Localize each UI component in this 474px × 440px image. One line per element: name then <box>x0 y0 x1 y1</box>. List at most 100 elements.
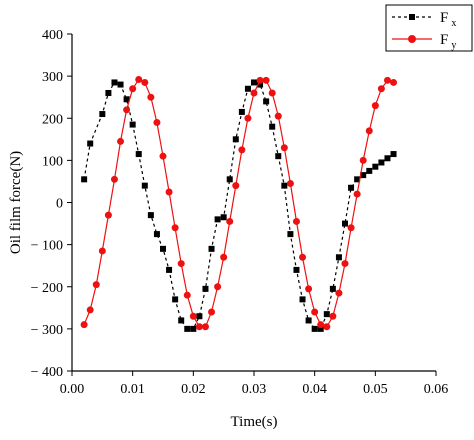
y-tick-label: − 100 <box>31 239 63 254</box>
data-point-fy <box>147 93 155 101</box>
data-point-fx <box>257 81 264 88</box>
legend-box <box>385 4 473 52</box>
data-point-fy <box>110 175 118 183</box>
data-point-fx <box>354 176 361 183</box>
x-tick-label: 0.05 <box>363 382 388 397</box>
data-point-fy <box>177 260 185 268</box>
data-point-fy <box>390 78 398 86</box>
data-point-fx <box>342 220 348 227</box>
data-point-fx <box>238 108 245 115</box>
data-point-fy <box>262 76 270 84</box>
data-point-fy <box>335 289 343 297</box>
series-line-fy <box>83 78 394 328</box>
data-point-fy <box>359 156 367 164</box>
data-point-fx <box>251 79 257 86</box>
legend-label-fx-sub: x <box>451 18 456 29</box>
data-point-fx <box>317 325 324 332</box>
data-point-fx <box>111 79 118 86</box>
data-point-fy <box>383 76 391 84</box>
data-point-fx <box>366 167 373 174</box>
data-point-fx <box>178 317 185 324</box>
data-point-fx <box>244 85 251 92</box>
data-point-fy <box>171 224 179 232</box>
data-point-fx <box>208 245 215 252</box>
data-point-fx <box>348 184 355 191</box>
data-point-fy <box>256 76 264 84</box>
data-point-fy <box>244 114 252 122</box>
data-point-fy <box>371 102 379 110</box>
data-point-fy <box>80 321 88 329</box>
data-point-fx <box>172 296 179 303</box>
y-tick-label: 100 <box>42 154 63 169</box>
data-point-fy <box>123 106 131 114</box>
y-tick-label: − 200 <box>31 281 63 296</box>
data-point-fy <box>377 85 385 93</box>
data-point-fx <box>329 285 336 292</box>
data-point-fy <box>201 323 209 331</box>
data-point-fy <box>268 89 276 97</box>
data-point-fx <box>166 266 173 273</box>
x-tick-label: 0.04 <box>302 382 327 397</box>
data-point-fx <box>323 311 330 318</box>
data-point-fx <box>190 325 197 332</box>
data-point-fx <box>335 254 342 261</box>
data-point-fy <box>250 89 258 97</box>
data-point-fy <box>292 217 300 225</box>
data-point-fy <box>86 306 94 314</box>
x-axis-title: Time(s) <box>231 414 278 430</box>
data-point-fy <box>153 118 161 126</box>
data-point-fy <box>286 180 294 188</box>
data-point-fx <box>214 216 221 223</box>
data-point-fy <box>238 146 246 154</box>
data-point-fx <box>147 212 154 219</box>
data-point-fy <box>280 144 288 152</box>
data-point-fx <box>160 245 166 252</box>
data-point-fx <box>117 81 124 88</box>
data-point-fy <box>305 285 313 293</box>
data-point-fy <box>329 312 337 320</box>
data-point-fy <box>353 190 361 198</box>
data-point-fx <box>202 285 209 292</box>
data-point-fy <box>317 321 325 329</box>
x-tick-label: 0.01 <box>120 382 145 397</box>
legend-marker-fx <box>409 14 415 20</box>
data-point-fx <box>263 98 270 105</box>
legend-label-fx-main: F <box>440 10 448 26</box>
data-point-fy <box>195 323 203 331</box>
data-point-fx <box>378 159 385 166</box>
data-point-fy <box>92 281 100 289</box>
data-point-fy <box>226 217 234 225</box>
series-line-fx <box>83 81 394 330</box>
y-tick-label: 400 <box>42 28 63 43</box>
x-tick-label: 0.06 <box>424 382 449 397</box>
x-tick-label: 0.02 <box>181 382 206 397</box>
data-point-fy <box>165 188 173 196</box>
data-point-fx <box>232 136 239 143</box>
data-point-fy <box>189 312 197 320</box>
data-point-fy <box>117 137 125 145</box>
y-tick-label: 200 <box>42 112 63 127</box>
data-point-fx <box>99 111 106 118</box>
data-point-fx <box>299 296 306 303</box>
legend-label-fy-sub: y <box>451 40 456 51</box>
x-tick-label: 0.00 <box>60 382 85 397</box>
data-point-fx <box>372 163 379 170</box>
data-point-fx <box>226 176 233 183</box>
data-point-fy <box>135 75 143 83</box>
data-point-fy <box>347 224 355 232</box>
data-point-fx <box>293 266 300 273</box>
y-tick-label: 0 <box>56 197 63 212</box>
data-point-fx <box>135 151 142 158</box>
data-point-fx <box>196 313 203 320</box>
series-fx <box>81 79 397 332</box>
legend-label-fy-main: F <box>440 32 448 48</box>
y-tick-label: − 400 <box>31 365 63 380</box>
data-point-fx <box>275 153 282 160</box>
data-point-fx <box>305 317 312 324</box>
y-axis-title: Oil film force(N) <box>8 151 24 254</box>
